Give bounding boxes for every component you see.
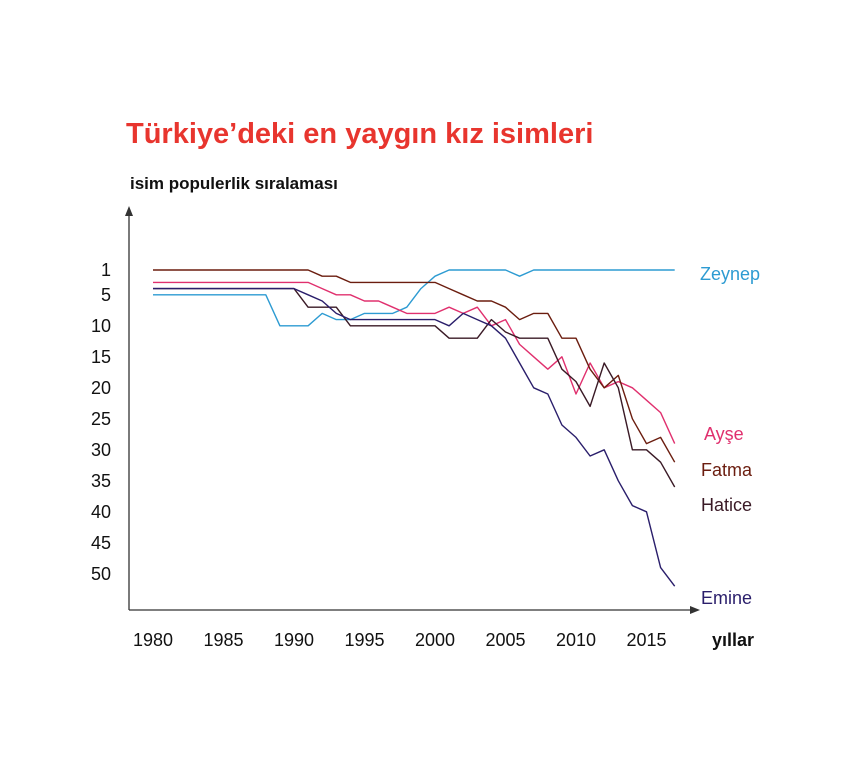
x-tick-label: 1995 <box>344 630 384 650</box>
x-axis-label: yıllar <box>712 630 754 650</box>
y-axis-arrow <box>125 206 133 216</box>
x-tick-label: 1980 <box>133 630 173 650</box>
y-tick-label: 5 <box>101 285 111 305</box>
series-label-hatice: Hatice <box>701 495 752 515</box>
series-label-fatma: Fatma <box>701 460 753 480</box>
y-tick-label: 45 <box>91 533 111 553</box>
y-tick-label: 15 <box>91 347 111 367</box>
series-line-emine <box>153 287 676 587</box>
x-tick-label: 2000 <box>415 630 455 650</box>
x-tick-label: 2005 <box>485 630 525 650</box>
x-tick-label: 1990 <box>274 630 314 650</box>
series-label-zeynep: Zeynep <box>700 264 760 284</box>
series-line-fatma <box>153 269 676 463</box>
y-tick-label: 1 <box>101 260 111 280</box>
series-labels: Zeynep Ayşe Fatma Hatice Emine <box>700 264 760 608</box>
y-tick-label: 20 <box>91 378 111 398</box>
x-tick-label: 2010 <box>556 630 596 650</box>
x-tick-label: 1985 <box>203 630 243 650</box>
y-tick-label: 25 <box>91 409 111 429</box>
x-axis-arrow <box>690 606 700 614</box>
y-tick-label: 40 <box>91 502 111 522</box>
series-line-ayşe <box>153 281 676 444</box>
series-label-ayşe: Ayşe <box>704 424 744 444</box>
x-tick-label: 2015 <box>626 630 666 650</box>
series-lines <box>153 269 676 587</box>
series-line-zeynep <box>153 269 675 327</box>
y-tick-label: 35 <box>91 471 111 491</box>
x-tick-labels: 1980 1985 1990 1995 2000 2005 2010 2015 <box>133 630 667 650</box>
chart-title: Türkiye’deki en yaygın kız isimleri <box>126 118 593 150</box>
series-line-hatice <box>153 287 676 488</box>
y-tick-label: 30 <box>91 440 111 460</box>
y-axis-label: isim populerlik sıralaması <box>130 174 338 193</box>
series-label-emine: Emine <box>701 588 752 608</box>
y-tick-label: 50 <box>91 564 111 584</box>
y-tick-label: 10 <box>91 316 111 336</box>
axes <box>125 206 700 614</box>
